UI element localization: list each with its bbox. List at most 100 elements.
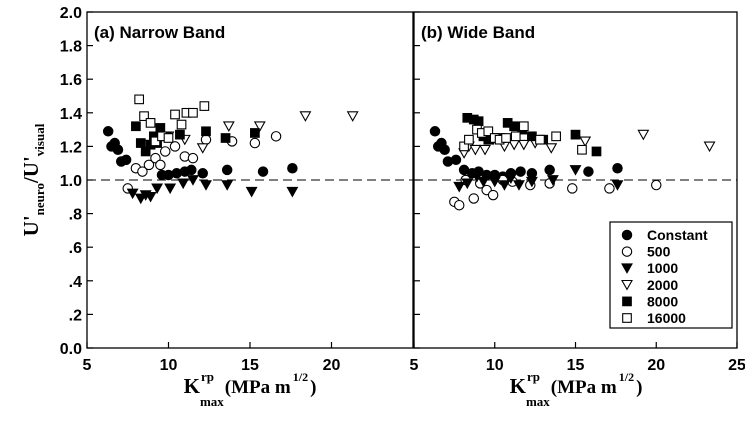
y-axis-label-subscript: neuro: [32, 183, 47, 215]
data-point: [164, 183, 177, 195]
panel-b-plot: 5 10 15 20 25 (b) Wide Band: [410, 11, 745, 374]
x-axis-label-part: max: [200, 394, 224, 409]
data-point: [450, 154, 462, 166]
data-point: [515, 166, 526, 177]
data-point: [453, 199, 465, 211]
data-point: [477, 176, 490, 188]
data-point: [501, 133, 511, 143]
series-1000: [126, 175, 299, 205]
data-point: [135, 138, 146, 148]
x-axis-label-part: max: [526, 394, 550, 409]
y-tick-label: 1.6: [60, 72, 82, 89]
data-point: [176, 119, 187, 130]
data-point: [604, 183, 615, 194]
data-point: [112, 144, 124, 156]
data-point: [200, 180, 212, 191]
data-point: [196, 143, 209, 154]
data-point: [509, 121, 519, 132]
x-axis-label-part: ): [636, 377, 642, 398]
legend-marker: [622, 296, 632, 307]
data-point: [155, 159, 166, 171]
x-tick-label: 20: [323, 357, 341, 374]
data-point: [483, 126, 494, 137]
data-point: [551, 131, 561, 142]
legend-label: 2000: [647, 277, 678, 293]
data-point: [650, 179, 662, 191]
x-axis-label-part: ): [310, 377, 316, 398]
legend-label: Constant: [647, 227, 708, 243]
data-point: [517, 139, 530, 151]
data-point: [479, 144, 491, 156]
data-point: [473, 116, 484, 127]
legend-marker: [621, 229, 633, 241]
data-point: [567, 183, 578, 194]
data-point: [545, 143, 558, 154]
data-point: [583, 166, 594, 177]
data-point: [143, 159, 155, 171]
data-point: [346, 111, 359, 122]
x-axis-titles: Krp max(MPa m 1/2) Krp max(MPa m 1/2): [184, 369, 643, 409]
data-point: [200, 134, 212, 145]
data-point: [286, 186, 299, 198]
data-point: [170, 109, 180, 120]
data-point: [169, 141, 181, 152]
data-point: [137, 166, 148, 177]
x-tick-label: 10: [486, 357, 504, 374]
x-axis-label: Krp max(MPa m 1/2): [510, 369, 643, 409]
x-tick-label: 25: [728, 357, 745, 374]
y-axis-label-part: /U': [19, 156, 43, 184]
data-point: [461, 178, 474, 190]
y-tick-label: 2.0: [60, 5, 82, 22]
data-point: [439, 144, 450, 156]
y-tick-label: 1.4: [60, 106, 82, 123]
data-point: [287, 162, 298, 174]
x-axis-label-part: rp: [201, 369, 214, 384]
data-point: [186, 164, 197, 176]
legend-marker: [621, 246, 633, 257]
data-point: [299, 111, 312, 122]
y-tick-label: 1.2: [60, 139, 82, 156]
data-point: [570, 129, 581, 140]
data-point: [188, 107, 198, 118]
x-axis-label-part: (MPa m: [551, 377, 617, 398]
data-point: [102, 126, 114, 137]
data-point: [270, 131, 282, 142]
data-point: [487, 189, 499, 201]
data-point: [498, 180, 511, 191]
data-point: [221, 164, 233, 176]
legend-marker: [621, 279, 633, 291]
data-point: [201, 126, 211, 137]
data-point: [518, 121, 529, 132]
data-point: [155, 123, 166, 133]
y-axis-label: U'neuro/U'visual: [19, 123, 47, 236]
x-axis-label-part: K: [184, 374, 201, 398]
y-axis-label-subscript: visual: [32, 123, 47, 156]
x-axis-label-part: 1/2: [619, 370, 634, 384]
data-point: [151, 183, 164, 195]
data-point: [544, 164, 555, 176]
data-point: [513, 180, 525, 191]
series-16000: [134, 94, 210, 147]
data-point: [469, 144, 482, 156]
x-tick-label: 15: [567, 357, 585, 374]
data-point: [197, 168, 208, 179]
data-point: [637, 129, 650, 141]
x-tick-label: 15: [241, 357, 259, 374]
x-tick-label: 5: [83, 357, 92, 374]
x-axis-title-a: Krp max(MPa m 1/2): [184, 369, 317, 409]
data-point: [221, 180, 234, 191]
data-point: [577, 144, 587, 155]
data-point: [144, 191, 157, 203]
data-point: [546, 175, 559, 186]
legend-marker: [621, 263, 633, 274]
data-point: [245, 186, 258, 198]
data-point: [525, 176, 538, 188]
legend-label: 16000: [647, 310, 686, 326]
data-point: [159, 146, 171, 157]
data-point: [526, 168, 538, 179]
x-axis-label-part: K: [510, 374, 527, 398]
data-point: [579, 136, 592, 148]
data-point: [611, 180, 624, 191]
x-axis-label-part: (MPa m: [225, 377, 291, 398]
